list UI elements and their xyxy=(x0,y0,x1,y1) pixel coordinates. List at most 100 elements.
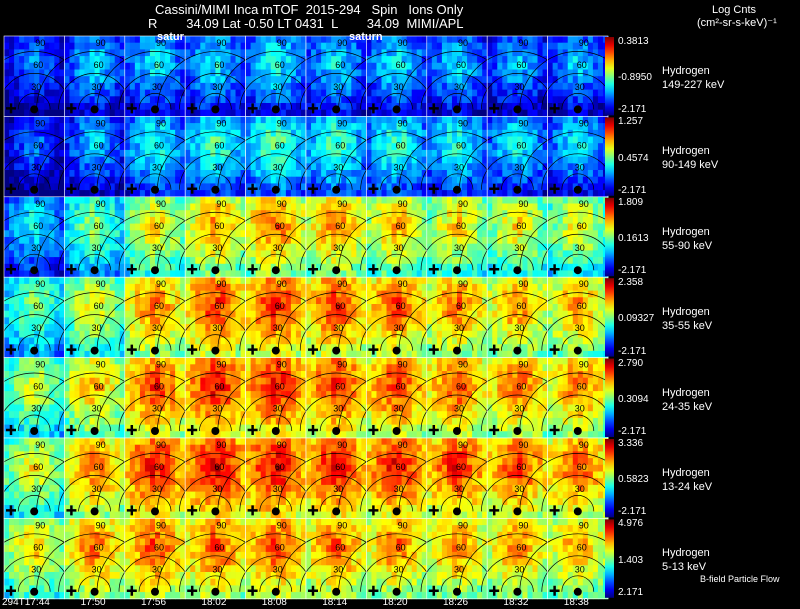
contour-label: 60 xyxy=(94,60,104,70)
time-tick-label: 18:08 xyxy=(261,597,287,608)
contour-label: 90 xyxy=(579,279,589,289)
direction-marker xyxy=(368,585,379,596)
contour-label: 60 xyxy=(577,221,587,231)
direction-marker xyxy=(187,344,198,355)
direction-marker xyxy=(126,264,137,275)
contour-label: 90 xyxy=(35,38,45,48)
color-bar-value: 1.809 xyxy=(618,196,644,208)
species-label: Hydrogen xyxy=(662,467,710,479)
contour-label: 30 xyxy=(454,323,464,333)
saturn-marker xyxy=(271,587,280,596)
contour-label: 90 xyxy=(156,440,166,450)
contour-arc xyxy=(380,414,413,432)
species-label: Hydrogen xyxy=(662,306,710,319)
saturn-marker xyxy=(392,587,401,596)
saturn-marker xyxy=(332,427,341,435)
contour-label: 90 xyxy=(277,360,287,370)
contour-label: 60 xyxy=(396,60,406,70)
contour-arc xyxy=(440,93,474,110)
contour-label: 90 xyxy=(277,279,287,289)
contour-label: 60 xyxy=(214,542,224,552)
contour-label: 90 xyxy=(156,279,166,289)
contour-label: 90 xyxy=(579,199,589,209)
species-label: Hydrogen xyxy=(662,386,710,399)
contour-label: 90 xyxy=(156,520,166,530)
saturn-marker xyxy=(90,427,99,435)
contour-label: 90 xyxy=(277,118,287,128)
saturn-marker xyxy=(271,105,280,114)
saturn-marker xyxy=(90,346,99,355)
time-tick-label: 18:26 xyxy=(443,597,469,608)
contour-label: 30 xyxy=(212,162,222,172)
contour-label: 30 xyxy=(92,162,102,172)
units-label: Log Cnts xyxy=(712,4,757,16)
color-bar xyxy=(605,278,614,357)
heatmap-panel: 90 60 30 xyxy=(398,35,516,117)
contour-label: 90 xyxy=(579,360,589,370)
saturn-marker xyxy=(453,427,461,435)
time-tick-label: 17:56 xyxy=(141,597,167,608)
heatmap-panel: 90 60 30 xyxy=(96,276,214,358)
color-bar-value: 2.171 xyxy=(618,586,644,598)
saturn-marker xyxy=(90,507,99,516)
contour-arc xyxy=(138,414,172,432)
contour-arc xyxy=(561,93,595,110)
contour-label: 90 xyxy=(458,440,468,450)
contour-arc xyxy=(259,93,293,110)
saturn-marker xyxy=(30,266,39,275)
saturn-marker xyxy=(573,587,582,596)
saturn-marker xyxy=(271,427,280,435)
heatmap-panel: 90 60 30 xyxy=(459,276,576,358)
direction-marker xyxy=(66,103,77,114)
saturn-marker xyxy=(211,185,220,194)
contour-label: 60 xyxy=(154,140,164,150)
saturn-marker xyxy=(30,427,39,435)
contour-arc xyxy=(440,334,474,351)
saturn-marker xyxy=(513,266,522,275)
contour-label: 60 xyxy=(214,221,224,231)
direction-marker xyxy=(308,264,318,275)
contour-arc xyxy=(17,495,51,512)
direction-marker xyxy=(428,585,439,596)
contour-label: 30 xyxy=(454,404,464,414)
heatmap-panel: 90 60 30 xyxy=(157,196,274,278)
contour-label: 90 xyxy=(277,440,287,450)
direction-marker xyxy=(428,183,439,194)
heatmap-panel: 90 60 30 xyxy=(398,196,516,278)
contour-label: 30 xyxy=(575,484,585,494)
direction-marker xyxy=(247,425,258,435)
color-bar-value: 1.403 xyxy=(618,554,644,566)
contour-label: 90 xyxy=(579,440,589,450)
contour-label: 30 xyxy=(514,162,524,172)
direction-marker xyxy=(247,103,258,114)
saturn-marker xyxy=(30,105,39,114)
contour-label: 60 xyxy=(154,301,164,311)
contour-arc xyxy=(519,131,637,190)
saturn-marker xyxy=(332,105,341,114)
direction-marker xyxy=(308,183,318,194)
direction-marker xyxy=(368,103,379,114)
units-subscript-label: (cm²-sr-s-keV)⁻¹ xyxy=(697,17,777,29)
contour-arc xyxy=(17,253,51,271)
heatmap-panel: 90 60 30 xyxy=(277,518,395,600)
saturn-marker xyxy=(332,587,341,596)
direction-marker xyxy=(368,344,379,355)
contour-label: 30 xyxy=(333,564,343,574)
contour-arc xyxy=(501,334,534,351)
contour-label: 30 xyxy=(454,162,464,172)
saturn-marker xyxy=(392,346,401,355)
direction-marker xyxy=(428,425,439,435)
contour-label: 90 xyxy=(337,199,347,209)
contour-label: 60 xyxy=(275,221,285,231)
contour-label: 30 xyxy=(273,162,283,172)
direction-marker xyxy=(66,505,77,516)
contour-label: 30 xyxy=(514,404,524,414)
chart-title: Cassini/MIMI Inca mTOF 2015-294 Spin Ion… xyxy=(155,2,464,17)
b-field-note: B-field Particle Flow xyxy=(700,574,780,584)
contour-arc xyxy=(199,575,232,592)
color-bar-value: -2.171 xyxy=(618,345,647,357)
heatmap-panel: 90 60 30 xyxy=(96,357,214,439)
contour-arc xyxy=(519,453,637,512)
direction-marker xyxy=(6,505,16,516)
saturn-label: saturn xyxy=(349,31,383,43)
